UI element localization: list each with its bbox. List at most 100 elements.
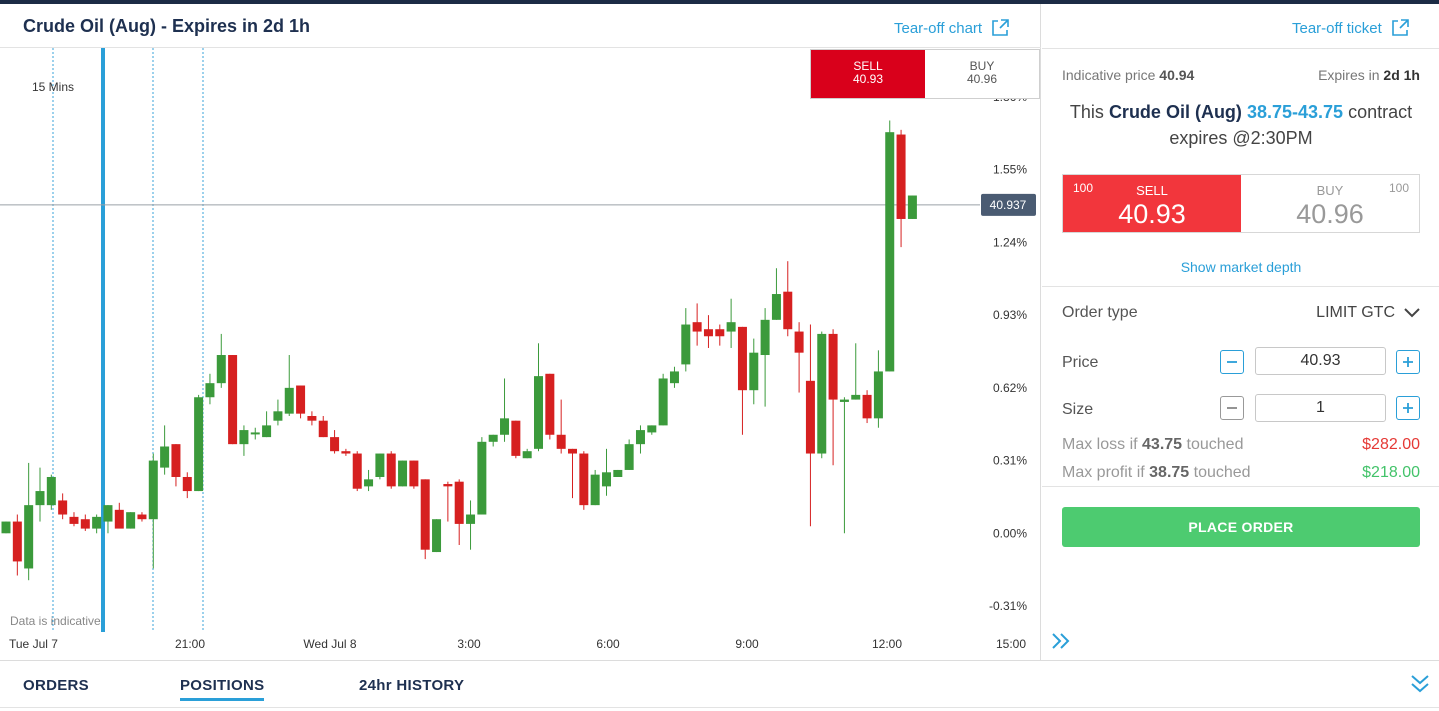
price-decrement-button[interactable] — [1220, 350, 1244, 374]
x-axis-tick-label: 15:00 — [996, 637, 1026, 651]
candle-body — [545, 373, 555, 435]
mini-sell-label: SELL — [853, 59, 883, 73]
tab-positions[interactable]: POSITIONS — [180, 677, 265, 701]
candle-body — [330, 437, 340, 452]
candle-body — [749, 352, 759, 391]
candle-body — [273, 411, 283, 421]
expires-value: 2d 1h — [1383, 67, 1420, 83]
top-accent-bar — [0, 0, 1439, 4]
candle-body — [715, 329, 725, 337]
minus-icon — [1227, 407, 1237, 409]
candle-body — [601, 472, 611, 487]
candle-body — [126, 512, 136, 529]
candle-body — [488, 434, 498, 442]
plus-icon — [1403, 403, 1413, 413]
x-axis-tick-label: 21:00 — [175, 637, 205, 651]
chart-panel: Crude Oil (Aug) - Expires in 2d 1h Tear-… — [0, 4, 1070, 660]
candle-body — [907, 195, 917, 219]
candlestick-chart[interactable]: 1.86%1.55%1.24%0.93%0.62%0.31%0.00%-0.31… — [0, 4, 1041, 660]
mini-buy-price: 40.96 — [966, 72, 998, 86]
candle-body — [794, 331, 804, 353]
candle-body — [873, 371, 883, 419]
price-input[interactable] — [1255, 347, 1386, 375]
place-order-button[interactable]: PLACE ORDER — [1062, 507, 1420, 547]
candle-body — [364, 479, 374, 487]
candle-body — [839, 399, 849, 402]
candle-body — [828, 333, 838, 400]
candle-body — [647, 425, 657, 433]
mini-buy-button[interactable]: BUY 40.96 — [925, 50, 1039, 98]
y-axis-tick-label: 0.00% — [993, 526, 1027, 540]
size-input[interactable] — [1255, 394, 1386, 422]
chevron-down-icon — [1404, 308, 1420, 318]
size-label: Size — [1062, 401, 1094, 418]
candle-body — [1, 521, 11, 534]
candle-body — [896, 134, 906, 219]
show-market-depth-link[interactable]: Show market depth — [1180, 259, 1302, 275]
max-loss-suffix: touched — [1186, 436, 1244, 453]
max-profit-value: $218.00 — [1362, 464, 1420, 481]
max-profit-prefix: Max profit if — [1062, 464, 1145, 481]
candle-body — [726, 322, 736, 332]
candle-body — [148, 460, 158, 520]
candle-body — [114, 509, 124, 529]
candle-body — [556, 434, 566, 449]
indicative-price-row: Indicative price 40.94 Expires in 2d 1h — [1062, 67, 1420, 83]
max-profit-level: 38.75 — [1149, 464, 1190, 481]
candle-body — [500, 418, 510, 435]
candle-body — [194, 397, 204, 492]
expires-info: Expires in 2d 1h — [1318, 67, 1420, 83]
candle-body — [624, 444, 634, 470]
sell-label: SELL — [1136, 183, 1168, 198]
candle-body — [103, 505, 113, 522]
minus-icon — [1227, 361, 1237, 363]
max-loss-row: Max loss if 43.75 touched $282.00 — [1062, 436, 1420, 454]
candle-body — [817, 333, 827, 454]
candle-body — [205, 383, 215, 398]
candle-body — [228, 355, 238, 445]
size-decrement-button[interactable] — [1220, 396, 1244, 420]
candle-body — [58, 500, 68, 515]
max-loss-prefix: Max loss if — [1062, 436, 1138, 453]
tear-off-ticket-link[interactable]: Tear-off ticket — [1292, 18, 1410, 38]
candle-body — [262, 425, 272, 438]
buy-label: BUY — [1316, 183, 1344, 198]
buy-button[interactable]: 100 BUY 40.96 — [1241, 175, 1419, 232]
candle-body — [171, 444, 181, 477]
chart-interval[interactable]: 15 Mins — [32, 80, 75, 94]
candle-body — [703, 329, 713, 337]
external-link-icon — [992, 19, 1009, 36]
double-chevron-right-icon[interactable] — [1050, 630, 1072, 652]
tear-off-ticket-label: Tear-off ticket — [1292, 19, 1382, 37]
tab-24hr-history[interactable]: 24hr HISTORY — [359, 677, 465, 694]
candle-body — [420, 479, 430, 550]
candle-body — [137, 514, 147, 520]
y-axis-tick-label: 0.93% — [993, 308, 1027, 322]
candle-body — [692, 322, 702, 332]
order-ticket: Tear-off ticket Indicative price 40.94 E… — [1042, 4, 1439, 660]
candle-body — [69, 516, 79, 524]
order-type-dropdown[interactable]: LIMIT GTC — [1316, 304, 1421, 322]
sell-button[interactable]: 100 SELL 40.93 — [1063, 175, 1241, 232]
x-axis-tick-label: 12:00 — [872, 637, 902, 651]
bottom-tabs: ORDERS POSITIONS 24hr HISTORY — [0, 660, 1439, 711]
candle-body — [239, 430, 249, 445]
candle-body — [534, 376, 544, 449]
price-increment-button[interactable] — [1396, 350, 1420, 374]
double-chevron-down-icon[interactable] — [1409, 672, 1431, 694]
current-price-tag — [981, 193, 1036, 216]
candle-body — [160, 446, 170, 468]
divider — [1042, 48, 1439, 49]
candle-body — [352, 453, 362, 489]
contract-description: This Crude Oil (Aug) 38.75-43.75 contrac… — [1062, 99, 1420, 151]
candle-body — [658, 378, 668, 426]
sell-quantity: 100 — [1073, 181, 1094, 195]
candle-body — [318, 420, 328, 438]
max-profit-row: Max profit if 38.75 touched $218.00 — [1062, 464, 1420, 482]
mini-sell-button[interactable]: SELL 40.93 — [811, 50, 925, 98]
tab-orders[interactable]: ORDERS — [23, 677, 89, 694]
price-label: Price — [1062, 354, 1099, 371]
candle-body — [669, 371, 679, 384]
tear-off-chart-link[interactable]: Tear-off chart — [894, 18, 1010, 38]
size-increment-button[interactable] — [1396, 396, 1420, 420]
